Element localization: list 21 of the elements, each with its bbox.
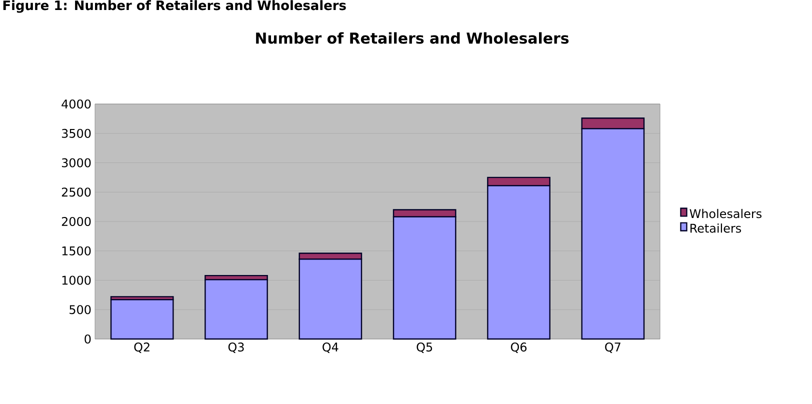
bar: [110, 299, 174, 340]
legend-label: Wholesalers: [690, 208, 762, 218]
y-tick-label: 3000: [62, 158, 91, 168]
y-tick-label: 1000: [62, 276, 91, 285]
y-tick-label: 1500: [62, 246, 91, 256]
x-tick-label: Q6: [510, 342, 527, 353]
y-tick-label: 2000: [62, 216, 91, 226]
x-tick-label: Q5: [416, 342, 432, 353]
caption: Figure 1: Number of Retailers and Wholesalers: [3, 0, 346, 13]
x-tick-label: Q7: [605, 342, 620, 353]
chart-title: Number of Retailers and Wholesalers: [256, 32, 569, 44]
y-tick-label: 0: [84, 334, 91, 344]
x-tick-label: Q2: [134, 342, 150, 353]
y-tick-label: 3500: [62, 128, 91, 138]
legend-label: Retailers: [690, 224, 742, 233]
y-tick-label: 2500: [62, 188, 91, 197]
y-tick-label: 500: [70, 305, 91, 314]
x-tick-label: Q4: [322, 342, 338, 353]
x-tick-label: Q3: [228, 342, 244, 353]
bar: [204, 279, 268, 340]
y-tick-label: 4000: [62, 99, 91, 109]
